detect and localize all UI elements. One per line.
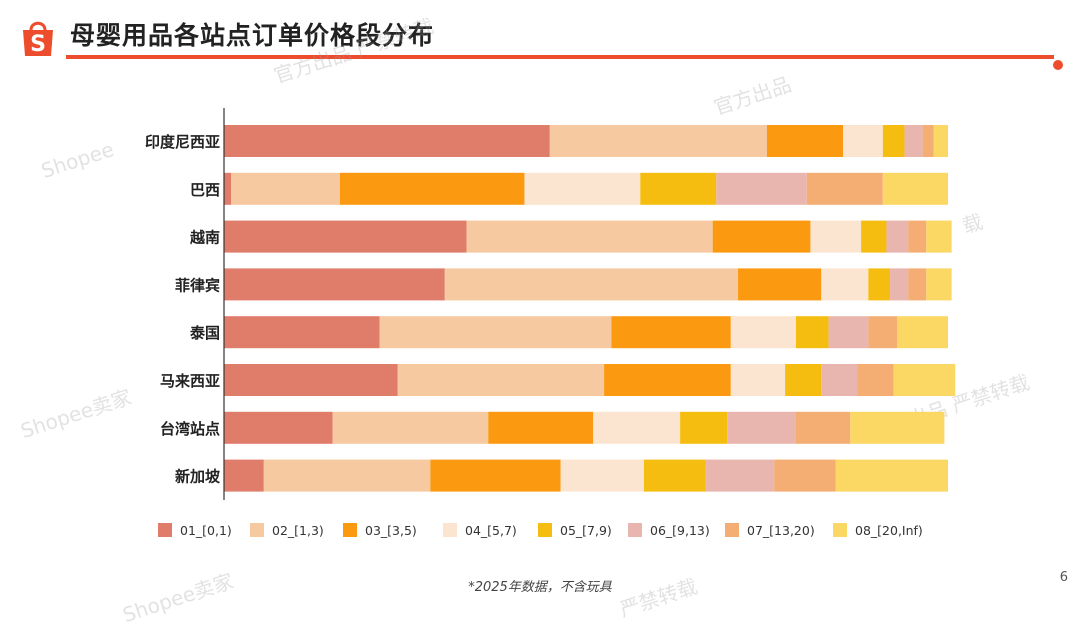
bar-segment — [767, 125, 844, 157]
category-label: 马来西亚 — [160, 372, 220, 390]
shopee-bag-logo: S — [23, 21, 53, 57]
bar-segment — [224, 172, 232, 205]
bar-segment — [705, 459, 775, 492]
title-underline-dot — [1053, 60, 1063, 70]
legend-swatch — [725, 523, 739, 537]
bar-segment — [604, 364, 731, 396]
bar-segment — [524, 172, 641, 205]
bar-segment — [716, 172, 807, 205]
title-underline — [66, 55, 1054, 59]
bar-segment — [926, 268, 952, 301]
legend-label: 08_[20,Inf) — [855, 523, 923, 538]
bar-segment — [224, 459, 264, 492]
legend-label: 01_[0,1) — [180, 523, 232, 538]
bar-segment — [224, 125, 550, 157]
bar-segment — [890, 268, 909, 301]
bar-segment — [730, 316, 796, 349]
bar-segment — [549, 125, 767, 157]
bar-segment — [560, 459, 644, 492]
bar-segment — [444, 268, 739, 301]
bar-segment — [882, 172, 948, 205]
legend-label: 05_[7,9) — [560, 523, 612, 538]
legend-swatch — [628, 523, 642, 537]
bar-segment — [904, 125, 923, 157]
bar-segment — [593, 411, 681, 444]
legend-swatch — [538, 523, 552, 537]
bar-segment — [640, 172, 717, 205]
bar-segment — [379, 316, 612, 349]
bar-segment — [850, 411, 945, 444]
bar-segment — [821, 364, 858, 396]
bar-segment — [868, 268, 891, 301]
category-label: 巴西 — [190, 181, 220, 199]
legend-label: 07_[13,20) — [747, 523, 815, 538]
bar-segment — [224, 220, 467, 253]
legend-swatch — [158, 523, 172, 537]
bar-segment — [430, 459, 561, 492]
bar-segment — [933, 125, 948, 157]
bar-segment — [785, 364, 822, 396]
bar-segment — [857, 364, 894, 396]
bar-segment — [843, 125, 883, 157]
category-label: 越南 — [189, 229, 220, 247]
bar-segment — [810, 220, 862, 253]
bar-segment — [224, 364, 398, 396]
bar-segment — [680, 411, 728, 444]
bar-segment — [893, 364, 956, 396]
bar-segment — [224, 316, 380, 349]
chart-legend: 01_[0,1) 02_[1,3) 03_[3,5) 04_[5,7) 05_[7,9)… — [158, 523, 923, 538]
bar-segment — [795, 316, 829, 349]
bar-segment — [897, 316, 948, 349]
bar-segment — [738, 268, 822, 301]
legend-swatch — [343, 523, 357, 537]
bar-segment — [643, 459, 706, 492]
bar-segment — [795, 411, 851, 444]
bar-segment — [828, 316, 869, 349]
bar-segment — [835, 459, 948, 492]
bar-segment — [868, 316, 898, 349]
bar-segment — [922, 125, 934, 157]
legend-swatch — [443, 523, 457, 537]
legend-swatch — [833, 523, 847, 537]
category-label: 菲律宾 — [175, 276, 220, 294]
bar-segment — [339, 172, 525, 205]
category-label: 新加坡 — [175, 468, 220, 486]
legend-label: 04_[5,7) — [465, 523, 517, 538]
bar-segment — [727, 411, 796, 444]
bar-segment — [908, 220, 927, 253]
svg-text:S: S — [30, 32, 46, 57]
legend-swatch — [250, 523, 264, 537]
bar-segment — [861, 220, 887, 253]
page-title: 母婴用品各站点订单价格段分布 — [70, 21, 435, 50]
legend-label: 06_[9,13) — [650, 523, 710, 538]
bar-segment — [332, 411, 489, 444]
bar-segment — [730, 364, 786, 396]
bar-segment — [397, 364, 605, 396]
page-number: 6 — [1059, 570, 1068, 585]
category-label: 台湾站点 — [160, 420, 220, 438]
footnote: *2025年数据，不含玩具 — [468, 580, 612, 595]
chart-bars — [224, 125, 956, 492]
bar-segment — [926, 220, 952, 253]
bar-segment — [488, 411, 594, 444]
legend-label: 03_[3,5) — [365, 523, 417, 538]
bar-segment — [712, 220, 811, 253]
bar-segment — [886, 220, 909, 253]
bar-segment — [224, 411, 333, 444]
category-label: 印度尼西亚 — [145, 133, 220, 151]
bar-segment — [806, 172, 883, 205]
bar-segment — [774, 459, 836, 492]
bar-segment — [231, 172, 340, 205]
bar-segment — [466, 220, 713, 253]
bar-segment — [224, 268, 445, 301]
bar-segment — [882, 125, 905, 157]
bar-segment — [908, 268, 927, 301]
category-label: 泰国 — [189, 324, 220, 342]
bar-segment — [611, 316, 731, 349]
bar-segment — [263, 459, 431, 492]
bar-segment — [821, 268, 869, 301]
legend-label: 02_[1,3) — [272, 523, 324, 538]
